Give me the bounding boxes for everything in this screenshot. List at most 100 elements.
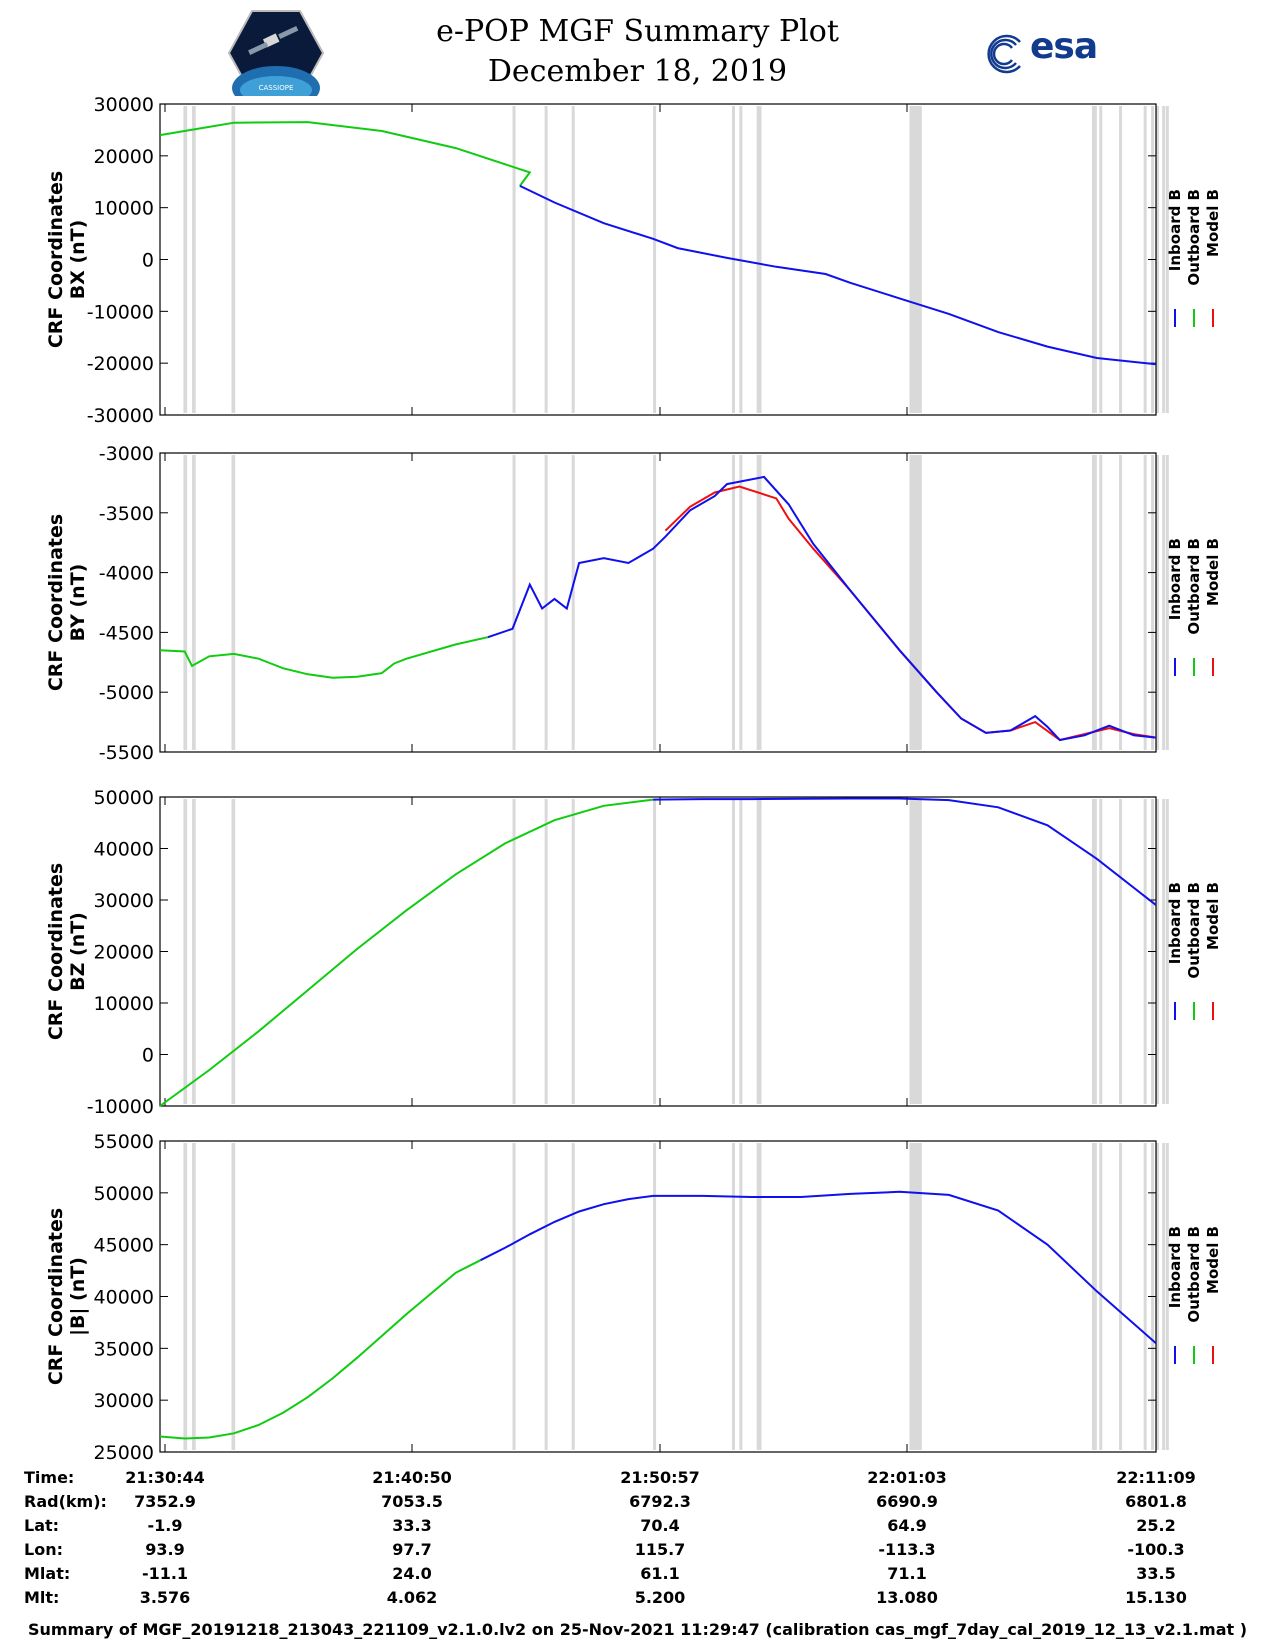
gap-band <box>909 799 922 1104</box>
table-cell: 25.2 <box>1136 1516 1175 1535</box>
table-row-label: Rad(km): <box>24 1492 107 1511</box>
gap-band <box>544 106 548 413</box>
gap-band <box>909 455 922 750</box>
gap-band <box>739 799 743 1104</box>
gap-band <box>1156 799 1159 1104</box>
gap-band <box>512 1143 516 1450</box>
plot-date: December 18, 2019 <box>487 54 788 89</box>
gap-band <box>512 799 516 1104</box>
gap-band <box>756 1143 762 1450</box>
table-cell: 5.200 <box>635 1588 686 1607</box>
legend-label: Outboard B <box>1185 189 1203 286</box>
y-axis-label: CRF Coordinates <box>45 514 67 691</box>
gap-band <box>1165 799 1169 1104</box>
panel-BX: 30000 20000 10000 0 -10000 -20000 -30000 CRF Co… <box>45 94 1222 427</box>
table-cell: -1.9 <box>148 1516 183 1535</box>
y-tick-label: -20000 <box>87 353 154 375</box>
gap-band <box>1119 455 1123 750</box>
gap-band <box>544 799 548 1104</box>
gap-band <box>1165 106 1169 413</box>
y-tick-label: 35000 <box>94 1338 154 1360</box>
table-cell: 7352.9 <box>134 1492 196 1511</box>
legend-label: Inboard B <box>1166 538 1184 620</box>
y-axis-label: BZ (nT) <box>67 912 89 991</box>
gap-band <box>192 799 196 1104</box>
gap-band <box>1156 455 1159 750</box>
legend-label: Outboard B <box>1185 882 1203 979</box>
gap-band <box>731 1143 735 1450</box>
gap-band <box>756 106 762 413</box>
gap-band <box>1143 799 1147 1104</box>
x-tick-label: 22:11:09 <box>1116 1468 1196 1487</box>
panel-frame <box>159 452 1157 753</box>
table-cell: 3.576 <box>140 1588 191 1607</box>
y-tick-label: 50000 <box>94 787 154 809</box>
gap-band <box>1165 455 1169 750</box>
gap-band <box>1119 799 1123 1104</box>
series-inboard-b-line <box>487 475 1157 742</box>
gap-band <box>1091 1143 1097 1450</box>
gap-band <box>231 106 236 413</box>
esa-logo-mark <box>987 34 1021 74</box>
gap-band <box>571 1143 575 1450</box>
legend-label: Inboard B <box>1166 882 1184 964</box>
table-row-label: Time: <box>24 1468 74 1487</box>
gap-band <box>1156 106 1159 413</box>
legend-label: Outboard B <box>1185 538 1203 635</box>
gap-band <box>1099 1143 1103 1450</box>
table-cell: 6690.9 <box>876 1492 938 1511</box>
y-tick-label: 0 <box>142 1045 154 1067</box>
gap-band <box>1143 1143 1147 1450</box>
series-inboard-b-line <box>519 184 1157 366</box>
table-cell: 13.080 <box>876 1588 938 1607</box>
gap-band <box>1099 799 1103 1104</box>
y-tick-label: -3500 <box>99 503 154 525</box>
y-axis-label: BX (nT) <box>67 220 89 300</box>
y-tick-label: 10000 <box>94 993 154 1015</box>
gap-band <box>544 1143 548 1450</box>
plot-title: e-POP MGF Summary Plot <box>436 14 839 49</box>
y-axis-label: CRF Coordinates <box>45 1208 67 1385</box>
table-cell: -100.3 <box>1127 1540 1184 1559</box>
gap-band <box>1151 455 1155 750</box>
gap-band <box>183 106 188 413</box>
y-tick-label: -10000 <box>87 1096 154 1118</box>
gap-band <box>909 1143 922 1450</box>
x-tick-label: 21:30:44 <box>125 1468 205 1487</box>
legend-label: Model B <box>1204 1226 1222 1294</box>
y-tick-label: -3000 <box>99 443 154 465</box>
panel-frame <box>159 796 1157 1107</box>
y-tick-label: -4000 <box>99 563 154 585</box>
y-tick-label: 10000 <box>94 198 154 220</box>
gap-band <box>571 106 575 413</box>
gap-band <box>731 799 735 1104</box>
gap-band <box>756 799 762 1104</box>
gap-band <box>544 455 548 750</box>
table-cell: 15.130 <box>1125 1588 1187 1607</box>
y-tick-label: 40000 <box>94 1287 154 1309</box>
gap-band <box>731 455 735 750</box>
series-inboard-b-line <box>653 797 1157 906</box>
panel-frame <box>159 103 1157 416</box>
x-tick-label: 21:50:57 <box>620 1468 700 1487</box>
legend-label: Inboard B <box>1166 1226 1184 1308</box>
y-tick-label: 30000 <box>94 1390 154 1412</box>
gap-band <box>1165 1143 1169 1450</box>
y-tick-label: -5000 <box>99 682 154 704</box>
table-cell: 70.4 <box>640 1516 679 1535</box>
legend-label: Model B <box>1204 189 1222 257</box>
y-tick-label: 30000 <box>94 890 154 912</box>
y-tick-label: 50000 <box>94 1183 154 1205</box>
series-outboard-b-line <box>159 121 532 187</box>
gap-band <box>192 455 196 750</box>
table-cell: 6792.3 <box>629 1492 691 1511</box>
table-cell: 6801.8 <box>1125 1492 1187 1511</box>
y-tick-label: 45000 <box>94 1235 154 1257</box>
table-row-label: Lat: <box>24 1516 59 1535</box>
title-block: e-POP MGF Summary Plot December 18, 2019 <box>0 12 1275 92</box>
gap-band <box>512 106 516 413</box>
gap-band <box>1119 1143 1123 1450</box>
legend-label: Outboard B <box>1185 1226 1203 1323</box>
table-cell: 33.5 <box>1136 1564 1175 1583</box>
